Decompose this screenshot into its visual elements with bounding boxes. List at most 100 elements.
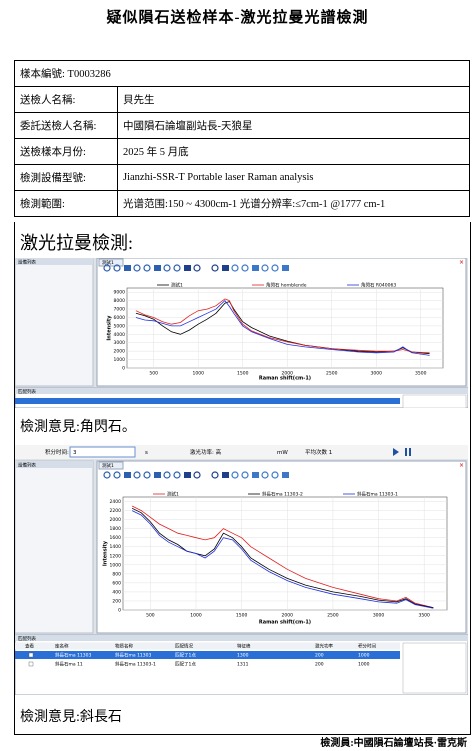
pause-button <box>409 448 411 456</box>
panel-title: 設備列表 <box>18 259 36 266</box>
tool-icon[interactable] <box>211 471 219 479</box>
tool-icon[interactable] <box>154 472 161 478</box>
tool-icon[interactable] <box>143 471 151 479</box>
screenshot: 設備列表 測試1 ×01000200030004000500060007000800… <box>15 258 468 408</box>
tool-icon[interactable] <box>103 264 111 272</box>
cell: 送檢人名稱: <box>14 86 118 113</box>
legend-label: 斜長石ma 11303-1 <box>357 491 398 498</box>
x-tick-label: 2000 <box>282 613 294 619</box>
table-header: 查看 <box>25 643 34 650</box>
match-title: 匹配列表 <box>18 388 36 395</box>
tool-icon[interactable] <box>133 471 141 479</box>
top-bar-text: 积分时间: <box>45 448 69 456</box>
x-tick-label: 500 <box>146 613 155 619</box>
play-button <box>393 448 399 456</box>
tool-icon[interactable] <box>231 471 239 479</box>
top-bar-text: 激光功率: 高 <box>190 448 222 456</box>
x-tick-label: 500 <box>149 371 158 377</box>
tool-icon[interactable] <box>231 264 239 272</box>
tool-icon[interactable] <box>193 471 201 479</box>
tool-icon[interactable] <box>184 472 191 478</box>
tool-icon[interactable] <box>163 264 171 272</box>
y-tick-label: 1200 <box>110 553 122 559</box>
table-row: 檢測範圍: 光谱范围:150 ~ 4300cm-1 光谱分辨率:≤7cm-1 @1… <box>14 190 470 217</box>
spectrum-line <box>131 507 434 609</box>
tool-icon[interactable] <box>252 265 259 271</box>
thumbnail <box>402 394 467 408</box>
opinion: 檢測意見:斜長石 <box>20 710 122 725</box>
x-tick-label: 1500 <box>236 613 248 619</box>
selected-row <box>15 651 400 659</box>
tool-icon[interactable] <box>163 471 171 479</box>
device-panel <box>15 460 94 634</box>
tool-icon[interactable] <box>261 471 269 479</box>
y-tick-label: 2400 <box>110 499 122 505</box>
cell: 中國隕石論壇副站長-天狼星 <box>117 112 470 139</box>
tool-icon[interactable] <box>282 472 289 478</box>
plot-area <box>122 496 448 611</box>
y-tick-label: 1000 <box>114 357 126 363</box>
x-tick-label: 3500 <box>418 613 430 619</box>
cell: 送檢樣本月份: <box>14 138 118 165</box>
tool-icon[interactable] <box>124 265 131 271</box>
y-tick-label: 4000 <box>114 332 126 338</box>
x-tick-label: 2500 <box>327 613 339 619</box>
top-bar-text: s <box>145 450 148 456</box>
x-axis-label: Raman shift(cm-1) <box>259 376 311 382</box>
tool-icon[interactable] <box>173 471 181 479</box>
thumbnail <box>402 642 467 694</box>
tool-icon[interactable] <box>103 471 111 479</box>
panel-title: 設備列表 <box>18 462 36 469</box>
panel-header <box>15 258 93 265</box>
section-heading: 激光拉曼檢測: <box>20 233 134 253</box>
tool-icon[interactable] <box>252 472 259 478</box>
tool-icon[interactable] <box>222 265 229 271</box>
doc-title: 疑似隕石送检样本-激光拉曼光譜檢測 <box>106 10 369 26</box>
checkbox[interactable] <box>28 652 34 658</box>
tool-icon[interactable] <box>222 472 229 478</box>
table-cell: 匹配了1点 <box>175 652 196 659</box>
spectrum-line <box>135 300 430 356</box>
tool-icon[interactable] <box>241 264 249 272</box>
table-cell: 200 <box>315 653 324 659</box>
footer: 檢測員:中國隕石論壇站長·雷克斯 <box>320 738 467 749</box>
tool-icon[interactable] <box>211 264 219 272</box>
tool-icon[interactable] <box>154 265 161 271</box>
y-tick-label: 7000 <box>114 307 126 313</box>
tool-icon[interactable] <box>124 472 131 478</box>
tool-icon[interactable] <box>271 471 279 479</box>
tool-icon[interactable] <box>173 264 181 272</box>
y-tick-label: 1600 <box>110 535 122 541</box>
spectrum-line <box>131 510 434 609</box>
tool-icon[interactable] <box>241 471 249 479</box>
table-header: 匹配情况 <box>175 643 193 650</box>
y-tick-label: 9000 <box>114 290 126 296</box>
tool-icon[interactable] <box>184 265 191 271</box>
tool-icon[interactable] <box>193 264 201 272</box>
tool-icon[interactable] <box>271 264 279 272</box>
cell: 光谱范围:150 ~ 4300cm-1 光谱分辨率:≤7cm-1 @1777 c… <box>117 190 470 217</box>
checkbox[interactable] <box>28 661 34 667</box>
tool-icon[interactable] <box>113 471 121 479</box>
tool-icon[interactable] <box>282 265 289 271</box>
opinion: 檢測意見:角閃石。 <box>20 420 136 435</box>
tool-icon[interactable] <box>261 264 269 272</box>
x-tick-label: 3000 <box>371 371 383 377</box>
tool-icon[interactable] <box>133 264 141 272</box>
close: × <box>459 259 464 266</box>
tool-icon[interactable] <box>143 264 151 272</box>
y-axis-label: Intensity <box>103 540 109 566</box>
x-tick-label: 1000 <box>192 371 204 377</box>
table-header: 激光功率 <box>315 643 333 650</box>
x-tick-label: 2000 <box>281 371 293 377</box>
table-cell: 1000 <box>358 653 370 659</box>
y-tick-label: 5000 <box>114 323 126 329</box>
legend-label: 測試1 <box>171 282 183 289</box>
x-tick-label: 2500 <box>326 371 338 377</box>
y-tick-label: 400 <box>112 589 121 595</box>
tool-icon[interactable] <box>113 264 121 272</box>
table-row: 送檢人名稱: 貝先生 <box>14 86 470 113</box>
top-bar-text: 平均次数 1 <box>305 448 332 456</box>
